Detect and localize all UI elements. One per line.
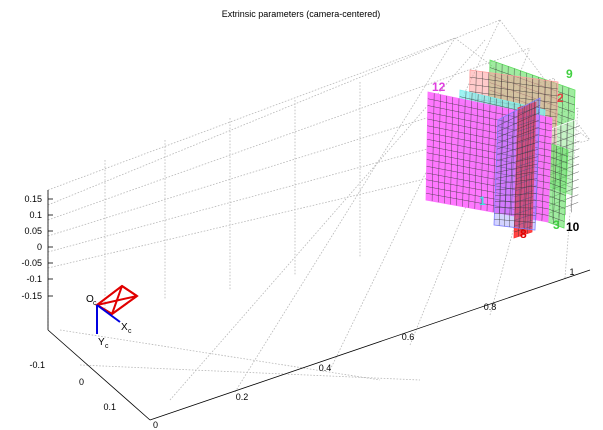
grid-line [47, 47, 531, 221]
board-grid-col [462, 99, 466, 207]
board-grid-col [480, 103, 484, 210]
z-axis-ticks: 0.15 0.1 0.05 0 -0.05 -0.1 -0.15 [21, 194, 53, 301]
board-grid-row [547, 125, 580, 138]
board-grid-col [444, 95, 447, 204]
calibration-boards: 12 92 1 8 3 10 [425, 59, 581, 241]
grid-line [47, 19, 501, 206]
z-tick-label: 0.1 [29, 210, 42, 220]
board-grid-col [529, 100, 535, 230]
board-grid-col [527, 103, 532, 234]
board-label-1: 1 [479, 194, 486, 208]
board-label-3: 3 [553, 218, 560, 232]
x-axis-ticks: -0.1 0 0.1 0 [29, 360, 158, 430]
grid-line [47, 37, 456, 191]
board-grid-col [438, 94, 441, 203]
origin-subscript: c [93, 300, 97, 307]
x-axis-line [47, 329, 151, 421]
grid-line [79, 364, 421, 381]
board-grid-row [547, 133, 580, 146]
z-tick-label: -0.1 [26, 274, 42, 284]
z-tick-label: 0 [37, 242, 42, 252]
x-tick-label: -0.1 [29, 360, 45, 370]
board-label-8: 8 [520, 227, 527, 241]
board-grid-col [522, 104, 528, 236]
x-tick-label: 0 [153, 420, 158, 430]
board-grid-col [504, 114, 509, 227]
axis-box-edges [47, 190, 591, 421]
z-tick-label: 0.15 [24, 194, 42, 204]
board-grid-col [553, 145, 557, 225]
camera-axes [96, 304, 121, 334]
board-grid-col [450, 97, 453, 205]
board-grid-col [541, 116, 546, 221]
grid-line [564, 107, 579, 279]
board-grid-col [474, 102, 478, 209]
board-label-9: 9 [566, 67, 573, 81]
board-grid-col [456, 98, 460, 206]
camera-frame: O c X c Y c [86, 284, 139, 350]
board-label-12: 12 [432, 80, 446, 94]
board-grid-col [468, 101, 472, 208]
board-grid-col [518, 106, 523, 237]
z-tick-label: -0.15 [21, 291, 42, 301]
y-tick-label: 1 [569, 267, 574, 277]
y-axis-line [149, 269, 591, 421]
x-tick-label: 0.1 [103, 402, 116, 412]
y-tick-label: 0.8 [484, 302, 497, 312]
board-label-10: 10 [566, 220, 580, 234]
y-tick-label: 0.2 [236, 392, 249, 402]
board-label-2: 2 [557, 91, 564, 105]
z-tick-label: -0.05 [21, 258, 42, 268]
board-grid-col [492, 106, 497, 213]
z-tick-label: 0.05 [24, 226, 42, 236]
board-grid-col [509, 111, 514, 227]
board-grid-col [571, 120, 574, 213]
y-tick-label: 0.6 [402, 332, 415, 342]
board-grid-col [514, 108, 520, 228]
chart-title: Extrinsic parameters (camera-centered) [222, 9, 381, 19]
grid-line [59, 329, 381, 381]
grid-line [234, 37, 456, 393]
y-tick-label: 0.4 [319, 363, 332, 373]
origin-label: O [86, 294, 94, 305]
board-grid-col [558, 147, 563, 227]
board-grid-col [524, 103, 530, 229]
y-axis-subscript: c [105, 343, 109, 350]
board-grid-col [486, 104, 491, 212]
board-grid-col [431, 93, 435, 202]
x-tick-label: 0 [79, 377, 84, 387]
board-grid-col [498, 117, 504, 226]
y-axis-ticks: 0.2 0.4 0.6 0.8 1 [236, 267, 575, 402]
y-axis-letter: Y [98, 337, 105, 348]
x-axis-subscript: c [128, 328, 132, 335]
board-blue [493, 97, 541, 231]
x-axis-letter: X [121, 322, 128, 333]
board-grid-col [519, 106, 525, 229]
